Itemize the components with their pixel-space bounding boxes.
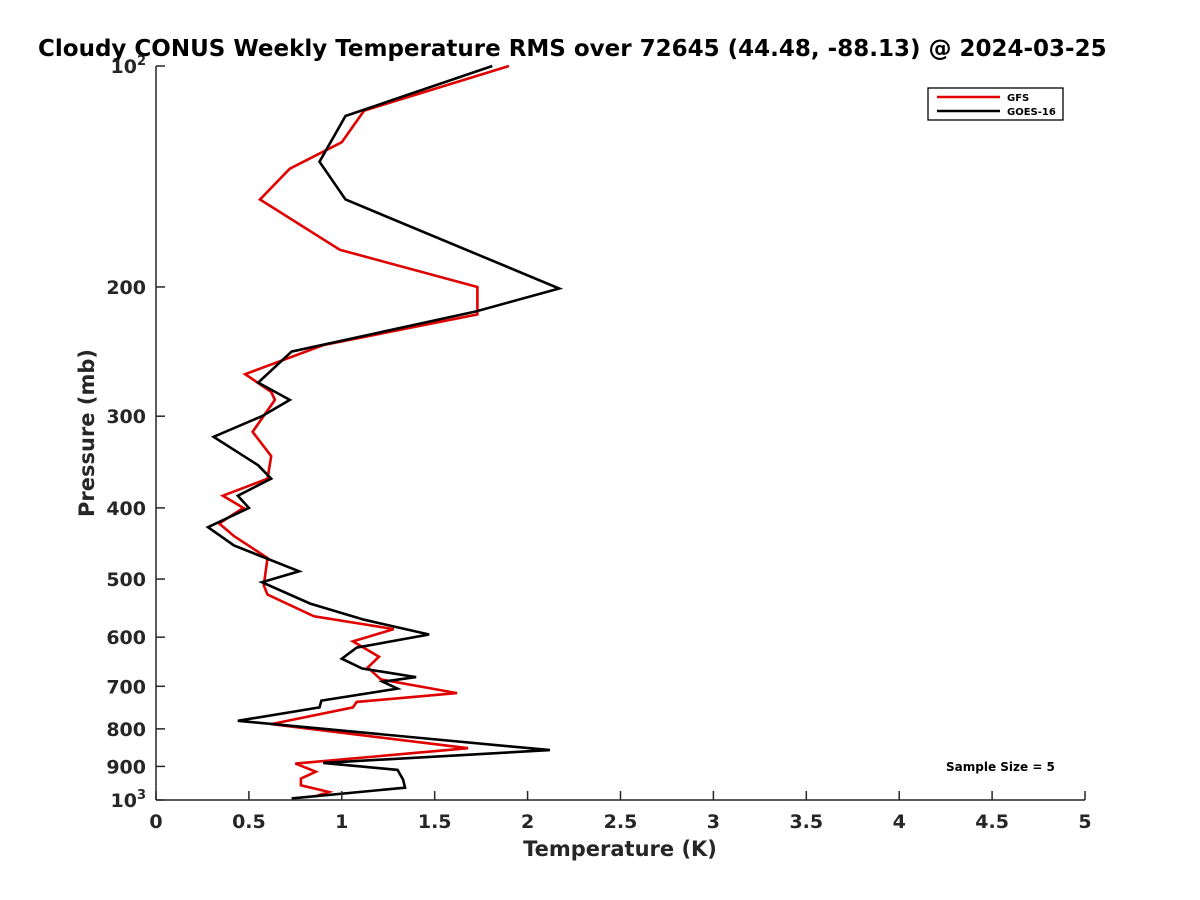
y-tick-label: 600 xyxy=(106,627,146,649)
y-tick-label: 400 xyxy=(106,498,146,520)
legend: GFS GOES-16 xyxy=(927,87,1064,121)
y-tick-label: 300 xyxy=(106,406,146,428)
x-tick-label: 2.5 xyxy=(604,811,638,833)
x-tick-label: 4.5 xyxy=(975,811,1009,833)
legend-box xyxy=(927,87,1064,121)
y-tick-label: 700 xyxy=(106,676,146,698)
chart-title: Cloudy CONUS Weekly Temperature RMS over… xyxy=(38,36,1107,62)
plot-area xyxy=(205,64,564,800)
x-tick-label: 3.5 xyxy=(789,811,823,833)
x-axis: 0 0.5 1 1.5 2 2.5 3 3.5 4 4.5 5 xyxy=(149,791,1092,833)
y-tick-label: 800 xyxy=(106,719,146,741)
y-tick-label: 102 xyxy=(111,54,147,78)
y-tick-label: 900 xyxy=(106,756,146,778)
series-line-gfs xyxy=(217,64,510,798)
sample-size-annotation: Sample Size = 5 xyxy=(946,760,1055,774)
series-line-goes-16 xyxy=(205,64,564,800)
y-tick-label: 200 xyxy=(106,277,146,299)
x-tick-label: 1.5 xyxy=(418,811,452,833)
x-tick-label: 3 xyxy=(707,811,720,833)
x-tick-label: 2 xyxy=(521,811,534,833)
legend-label-gfs: GFS xyxy=(1007,93,1029,104)
y-axis: 102 200 300 400 500 600 700 800 900 103 xyxy=(106,54,165,812)
y-tick-label: 103 xyxy=(111,788,147,812)
x-tick-label: 5 xyxy=(1078,811,1091,833)
y-tick-label: 500 xyxy=(106,569,146,591)
y-axis-label: Pressure (mb) xyxy=(75,349,99,517)
x-tick-label: 4 xyxy=(893,811,906,833)
x-tick-label: 1 xyxy=(335,811,348,833)
x-tick-label: 0 xyxy=(149,811,162,833)
x-axis-label: Temperature (K) xyxy=(523,837,717,861)
legend-label-goes-16: GOES-16 xyxy=(1007,107,1056,118)
x-tick-label: 0.5 xyxy=(232,811,266,833)
